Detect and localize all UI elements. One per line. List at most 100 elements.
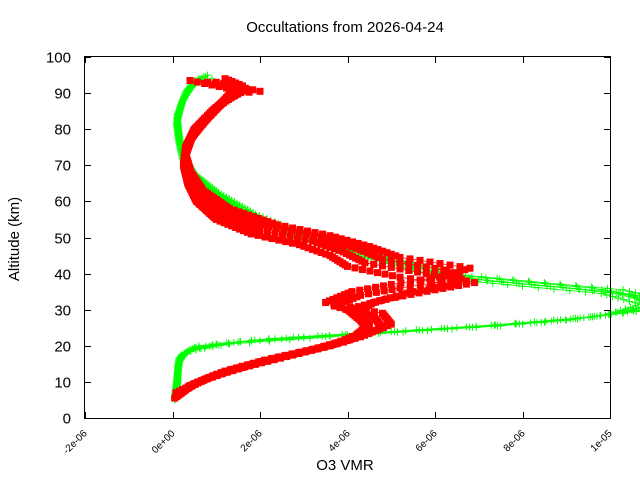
data-point bbox=[309, 237, 316, 245]
data-point bbox=[364, 330, 372, 338]
data-point bbox=[437, 278, 445, 286]
data-point bbox=[271, 229, 279, 237]
data-point bbox=[247, 361, 255, 369]
data-point bbox=[221, 213, 229, 221]
data-point bbox=[261, 233, 269, 241]
data-point bbox=[515, 280, 523, 288]
data-point bbox=[278, 335, 286, 343]
data-point bbox=[212, 340, 220, 348]
data-point bbox=[297, 348, 305, 356]
data-point bbox=[265, 336, 273, 344]
data-point bbox=[637, 307, 640, 309]
data-point bbox=[182, 349, 190, 357]
data-point bbox=[219, 81, 227, 89]
data-point bbox=[416, 276, 424, 284]
data-point bbox=[346, 303, 354, 311]
data-point bbox=[232, 224, 240, 231]
data-point bbox=[330, 245, 338, 253]
data-point bbox=[264, 228, 271, 236]
data-point bbox=[389, 272, 396, 280]
data-point bbox=[265, 223, 273, 231]
data-point bbox=[379, 309, 386, 317]
data-point bbox=[588, 283, 596, 291]
data-point bbox=[264, 356, 271, 364]
chart-title: Occultations from 2026-04-24 bbox=[246, 19, 444, 36]
data-point bbox=[304, 244, 312, 252]
data-point bbox=[605, 310, 613, 318]
data-point bbox=[313, 239, 321, 247]
data-point bbox=[193, 78, 201, 86]
data-point bbox=[423, 287, 431, 295]
data-point bbox=[342, 297, 350, 305]
data-point bbox=[617, 289, 625, 297]
data-point bbox=[396, 253, 404, 261]
data-point bbox=[509, 276, 517, 284]
data-point bbox=[405, 260, 413, 268]
data-point bbox=[334, 339, 342, 347]
data-point bbox=[178, 100, 185, 108]
data-point bbox=[628, 291, 636, 299]
data-point bbox=[226, 210, 234, 218]
data-point bbox=[174, 108, 182, 116]
data-point bbox=[251, 336, 259, 344]
data-point bbox=[256, 226, 264, 234]
data-point bbox=[375, 254, 383, 262]
data-point bbox=[530, 318, 538, 326]
data-point bbox=[335, 246, 343, 254]
data-point bbox=[550, 316, 558, 324]
data-point bbox=[456, 267, 464, 275]
y-tick-label: 100 bbox=[46, 50, 71, 67]
data-point bbox=[294, 234, 301, 242]
data-point bbox=[562, 284, 570, 292]
data-point bbox=[221, 75, 229, 83]
data-point bbox=[614, 294, 622, 302]
y-tick-label: 40 bbox=[54, 267, 71, 284]
data-point bbox=[177, 102, 185, 110]
data-point bbox=[405, 267, 413, 274]
data-point bbox=[407, 290, 415, 298]
data-point bbox=[365, 290, 372, 298]
data-point bbox=[415, 289, 423, 297]
data-point bbox=[435, 273, 443, 281]
data-point bbox=[366, 267, 374, 275]
data-point bbox=[383, 249, 391, 257]
data-point bbox=[240, 210, 248, 217]
data-point bbox=[317, 249, 325, 256]
data-point bbox=[259, 216, 267, 224]
data-point bbox=[383, 295, 391, 303]
data-point bbox=[258, 358, 266, 365]
data-point bbox=[374, 269, 381, 277]
series-1 bbox=[171, 75, 478, 402]
x-tick-label: 2e-06 bbox=[239, 428, 265, 454]
data-point bbox=[239, 220, 246, 228]
data-point bbox=[597, 311, 605, 319]
data-point bbox=[274, 221, 281, 229]
data-point bbox=[179, 97, 187, 105]
data-point bbox=[300, 333, 308, 341]
data-point bbox=[372, 283, 379, 291]
data-point bbox=[228, 222, 236, 230]
data-point bbox=[250, 218, 258, 226]
data-point bbox=[366, 300, 374, 307]
data-point bbox=[225, 215, 233, 223]
data-point bbox=[252, 359, 260, 367]
data-point bbox=[339, 248, 347, 256]
data-point bbox=[289, 224, 296, 232]
data-point bbox=[547, 283, 554, 291]
data-point bbox=[629, 305, 637, 313]
data-point bbox=[326, 333, 334, 341]
data-point bbox=[231, 211, 239, 219]
data-point bbox=[181, 351, 189, 359]
data-point bbox=[360, 301, 368, 309]
data-point bbox=[243, 86, 251, 93]
data-point bbox=[245, 216, 253, 224]
data-point bbox=[268, 235, 276, 242]
data-point bbox=[330, 300, 338, 308]
data-point bbox=[176, 105, 183, 113]
data-point bbox=[439, 284, 447, 292]
data-point bbox=[235, 208, 243, 216]
data-point bbox=[396, 265, 404, 273]
data-point bbox=[310, 345, 318, 353]
data-point bbox=[361, 331, 368, 339]
data-point bbox=[269, 219, 277, 227]
